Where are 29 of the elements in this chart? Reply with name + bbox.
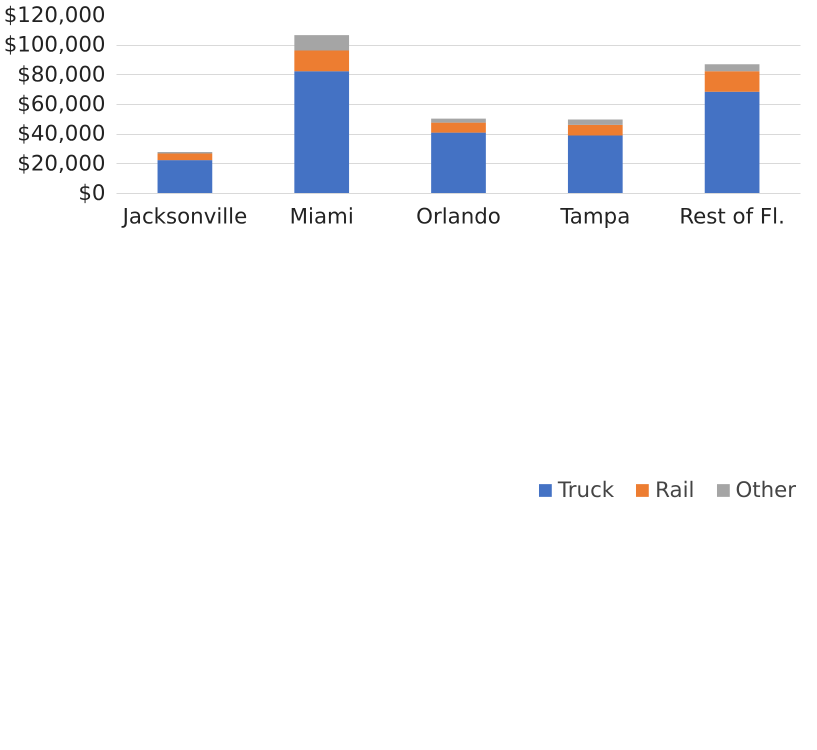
x-tick-label: Tampa (559, 204, 630, 230)
bar (568, 124, 623, 136)
bar (158, 153, 212, 160)
bar (294, 71, 350, 194)
y-tick-label: $20,000 (17, 151, 106, 176)
bar (294, 50, 350, 72)
y-tick-label: $80,000 (17, 62, 106, 88)
bar (431, 132, 486, 194)
legend-label: Rail (655, 478, 694, 502)
bar (568, 119, 623, 125)
y-tick-label: $60,000 (17, 92, 106, 117)
bar (704, 64, 760, 72)
x-tick-label: Jacksonville (120, 204, 248, 230)
bar (431, 122, 486, 133)
x-tick-label: Miami (290, 204, 354, 230)
y-tick-label: $40,000 (17, 122, 106, 147)
bar (158, 160, 212, 194)
y-tick-label: $0 (78, 181, 106, 206)
bar (704, 71, 760, 92)
bar (431, 118, 486, 123)
x-tick-label: Orlando (416, 204, 501, 230)
bar (568, 136, 623, 194)
y-tick-label: $100,000 (4, 32, 106, 58)
bar (704, 92, 760, 194)
y-tick-label: $120,000 (4, 3, 106, 28)
bar (294, 35, 350, 51)
legend-label: Truck (558, 478, 614, 502)
x-tick-label: Rest of Fl. (679, 204, 785, 230)
legend-label: Other (735, 478, 796, 502)
